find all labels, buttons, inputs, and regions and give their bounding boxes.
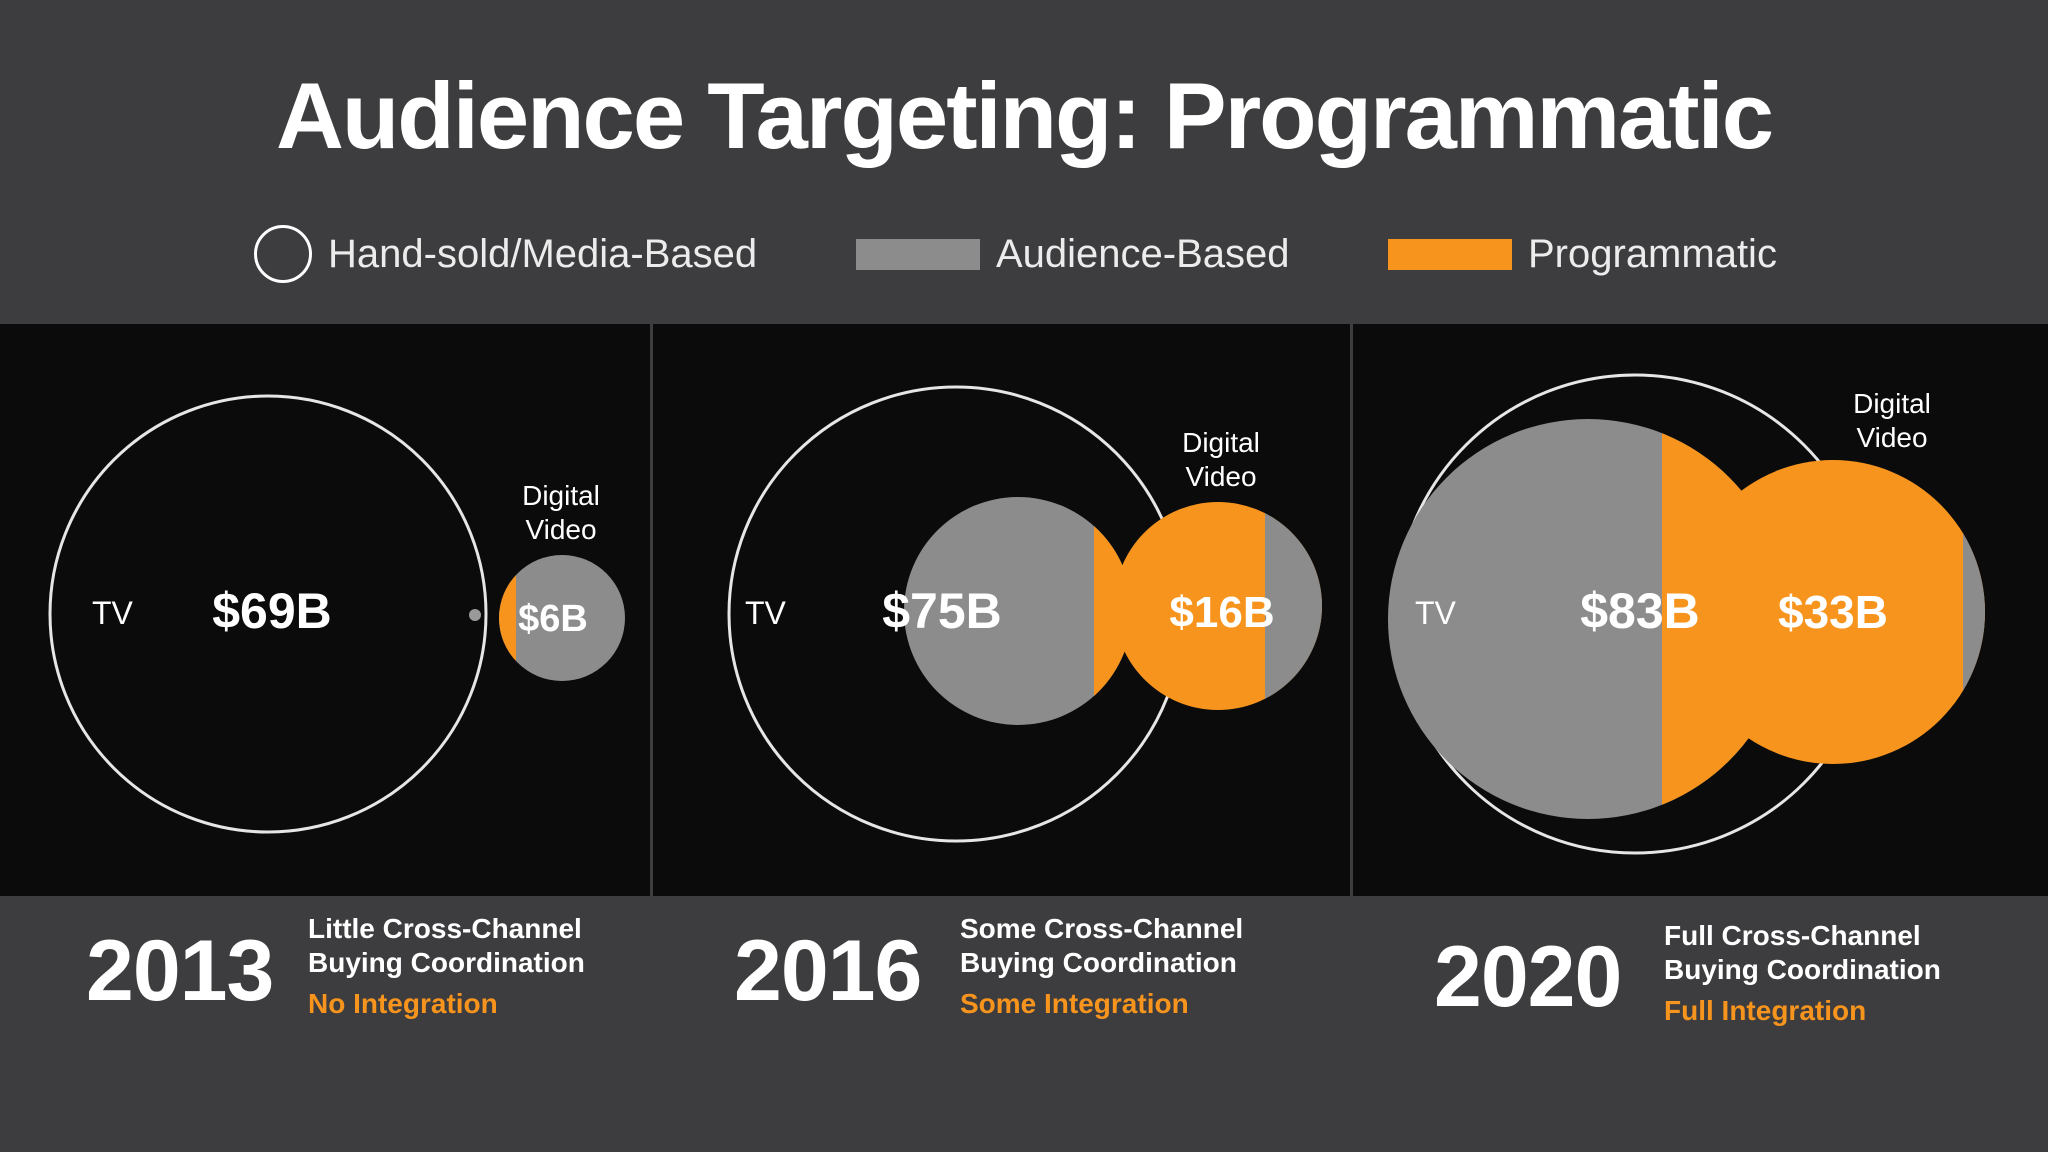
- caption-description: Little Cross-Channel Buying Coordination: [308, 912, 585, 980]
- digital-video-label: Video: [525, 514, 596, 545]
- caption-line: Buying Coordination: [960, 947, 1237, 978]
- caption-line: Some Cross-Channel: [960, 913, 1244, 944]
- caption-line: Full Cross-Channel: [1664, 920, 1921, 951]
- legend-gray-swatch: [856, 238, 980, 270]
- legend-item-programmatic: Programmatic: [1388, 222, 1777, 286]
- tv-value: $83B: [1580, 583, 1700, 639]
- audience-segment: [1963, 460, 1985, 764]
- page-title: Audience Targeting: Programmatic: [276, 63, 1774, 168]
- year-2016: 2016: [734, 923, 922, 1019]
- digital-video-label: Digital: [1853, 388, 1931, 419]
- legend-orange-swatch: [1388, 238, 1512, 270]
- caption-line: Buying Coordination: [1664, 954, 1941, 985]
- audience-segment: [1265, 502, 1322, 710]
- integration-label: No Integration: [308, 988, 498, 1019]
- legend-item-hand-sold: Hand-sold/Media-Based: [254, 222, 757, 286]
- caption-line: Buying Coordination: [308, 947, 585, 978]
- digital-video-label: Video: [1856, 422, 1927, 453]
- caption-description: Some Cross-Channel Buying Coordination: [960, 912, 1243, 980]
- integration-label: Full Integration: [1664, 995, 1867, 1026]
- panel-divider: [1350, 324, 1353, 896]
- digital-video-bubble: [1681, 460, 1985, 764]
- legend-circle-swatch: [254, 225, 312, 283]
- year-2020: 2020: [1434, 929, 1622, 1025]
- tv-value: $69B: [212, 583, 332, 639]
- caption-description: Full Cross-Channel Buying Coordination: [1664, 919, 1941, 987]
- legend-label: Programmatic: [1528, 231, 1777, 276]
- tv-audience-dot: [469, 609, 481, 621]
- digital-video-value: $6B: [518, 598, 588, 640]
- tv-label: TV: [745, 595, 787, 631]
- digital-video-value: $16B: [1169, 588, 1274, 637]
- digital-video-label: Video: [1185, 461, 1256, 492]
- year-2013: 2013: [86, 923, 274, 1019]
- panel-divider: [650, 324, 653, 896]
- caption-line: Little Cross-Channel: [308, 913, 582, 944]
- digital-video-label: Digital: [1182, 427, 1260, 458]
- integration-label: Some Integration: [960, 988, 1189, 1019]
- tv-outline-circle: [48, 394, 488, 834]
- panel-2020-diagram: TV $83B Digital Video $33B: [1388, 373, 1985, 855]
- panel-2016-diagram: TV $75B Digital Video $16B: [727, 385, 1322, 843]
- tv-value: $75B: [882, 583, 1002, 639]
- tv-label: TV: [92, 595, 134, 631]
- digital-video-label: Digital: [522, 480, 600, 511]
- legend-item-audience-based: Audience-Based: [856, 222, 1290, 286]
- audience-segment: [499, 555, 625, 681]
- programmatic-segment: [499, 555, 516, 681]
- legend-label: Audience-Based: [996, 231, 1290, 276]
- programmatic-segment: [1681, 460, 1985, 764]
- legend: Hand-sold/Media-Based Audience-Based Pro…: [0, 222, 2048, 302]
- legend-label: Hand-sold/Media-Based: [328, 231, 758, 276]
- panel-2013-diagram: TV $69B Digital Video $6B: [48, 394, 625, 834]
- digital-video-value: $33B: [1778, 586, 1888, 638]
- tv-label: TV: [1415, 595, 1457, 631]
